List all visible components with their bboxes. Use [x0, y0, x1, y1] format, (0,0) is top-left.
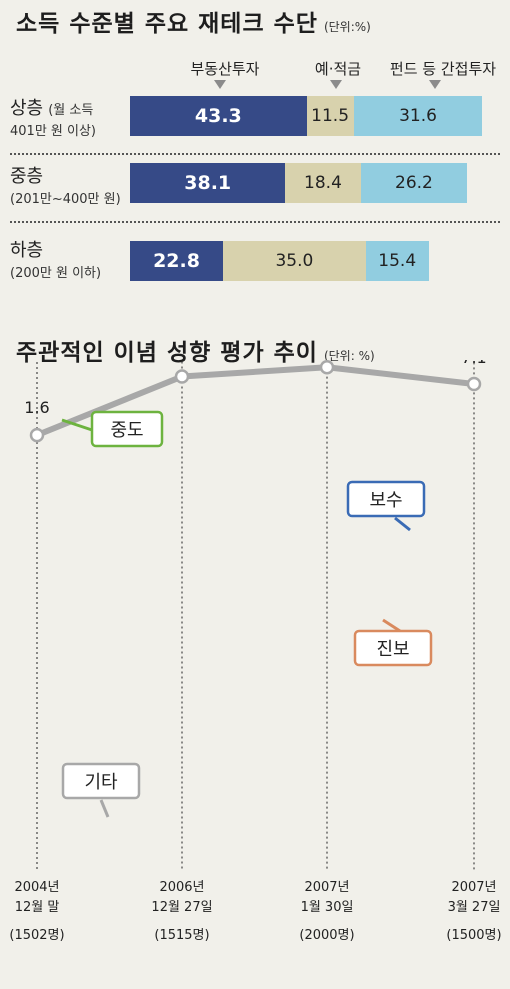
bar-segment-fund: 26.2 — [360, 163, 468, 203]
row-label-upper-sub2: 401만 원 이상) — [10, 124, 96, 139]
bar-segment-fund: 15.4 — [365, 241, 429, 281]
series-label-보수: 보수 — [369, 490, 402, 511]
row-label-lower: 하층 (200만 원 이하) — [10, 236, 101, 281]
x-axis-label: 2006년 12월 27일 (1515명) — [137, 878, 227, 946]
x-axis-label-line: 2007년 — [451, 880, 497, 895]
series-label-box-보수 — [346, 480, 426, 518]
row-divider — [10, 153, 500, 155]
x-axis-label-line: 12월 27일 — [151, 900, 213, 915]
row-label-upper-main: 상층 — [10, 98, 44, 119]
series-label-box-중도 — [90, 410, 164, 448]
x-axis-label-line: (1515명) — [154, 928, 210, 943]
line-chart-title-text: 주관적인 이념 성향 평가 추이 — [16, 340, 318, 366]
legend-pointer-fund — [429, 80, 441, 89]
data-point — [29, 427, 45, 443]
row-label-middle: 중층 (201만~400만 원) — [10, 162, 121, 207]
line-chart: 46.230.132.228.425.431.730.336.826.830.3… — [24, 360, 487, 870]
data-point — [319, 360, 335, 375]
data-point — [174, 369, 190, 384]
bar-segment-savings: 35.0 — [223, 241, 366, 281]
x-axis-label-line: 1월 30일 — [300, 900, 354, 915]
legend-pointer-savings — [330, 80, 342, 89]
series-label-중도: 중도 — [110, 420, 143, 441]
bar-chart-unit: (단위:%) — [323, 20, 371, 34]
label-leader-기타 — [99, 799, 110, 818]
line-chart-title: 주관적인 이념 성향 평가 추이 (단위: %) — [16, 333, 375, 367]
series-label-진보: 진보 — [376, 639, 409, 660]
x-axis-label-line: 12월 말 — [14, 900, 60, 915]
x-axis-label-line: 2007년 — [304, 880, 350, 895]
x-axis-label-line: (1502명) — [9, 928, 65, 943]
data-point — [466, 376, 482, 392]
row-label-middle-main: 중층 — [10, 166, 44, 187]
row-label-upper: 상층 (월 소득 401만 원 이상) — [10, 94, 96, 139]
legend-savings: 예·적금 — [314, 60, 362, 78]
bar-segment-fund: 31.6 — [353, 96, 483, 136]
bar-middle: 38.1 18.4 26.2 — [130, 163, 468, 203]
bar-upper: 43.3 11.5 31.6 — [130, 96, 483, 136]
label-leader-중도 — [61, 418, 93, 432]
legend-real-estate: 부동산투자 — [190, 60, 260, 78]
label-leader-진보 — [382, 618, 401, 633]
legend-pointer-real-estate — [214, 80, 226, 89]
x-axis-label-line: (2000명) — [299, 928, 355, 943]
bar-segment-real-estate: 22.8 — [130, 241, 224, 281]
x-axis-label: 2007년 3월 27일 (1500명) — [429, 878, 510, 946]
row-label-middle-sub: (201만~400만 원) — [10, 192, 121, 207]
x-axis-label-line: 3월 27일 — [447, 900, 501, 915]
data-label: 1.6 — [24, 398, 49, 417]
row-label-upper-sub: (월 소득 — [48, 103, 94, 118]
series-label-기타: 기타 — [84, 772, 118, 793]
bar-lower: 22.8 35.0 15.4 — [130, 241, 429, 281]
bar-segment-real-estate: 43.3 — [130, 96, 307, 136]
series-label-box-기타 — [61, 762, 141, 800]
bar-segment-savings: 11.5 — [306, 96, 354, 136]
line-chart-unit: (단위: %) — [323, 349, 375, 363]
legend-fund: 펀드 등 간접투자 — [389, 60, 497, 78]
data-label: 7.1 — [461, 360, 486, 367]
bar-chart-title: 소득 수준별 주요 재테크 수단 (단위:%) — [16, 4, 371, 38]
x-axis-label-line: 2004년 — [14, 880, 60, 895]
row-divider — [10, 221, 500, 223]
x-axis-label: 2004년 12월 말 (1502명) — [0, 878, 82, 946]
bar-chart-title-text: 소득 수준별 주요 재테크 수단 — [16, 11, 318, 37]
bar-segment-real-estate: 38.1 — [130, 163, 286, 203]
series-label-box-진보 — [353, 629, 433, 667]
x-axis-label-line: (1500명) — [446, 928, 502, 943]
row-label-lower-sub: (200만 원 이하) — [10, 266, 102, 281]
bar-segment-savings: 18.4 — [285, 163, 361, 203]
series-line-기타 — [34, 364, 477, 439]
row-label-lower-main: 하층 — [10, 240, 44, 261]
x-axis-label-line: 2006년 — [159, 880, 205, 895]
x-axis-label: 2007년 1월 30일 (2000명) — [282, 878, 372, 946]
label-leader-보수 — [394, 516, 411, 532]
